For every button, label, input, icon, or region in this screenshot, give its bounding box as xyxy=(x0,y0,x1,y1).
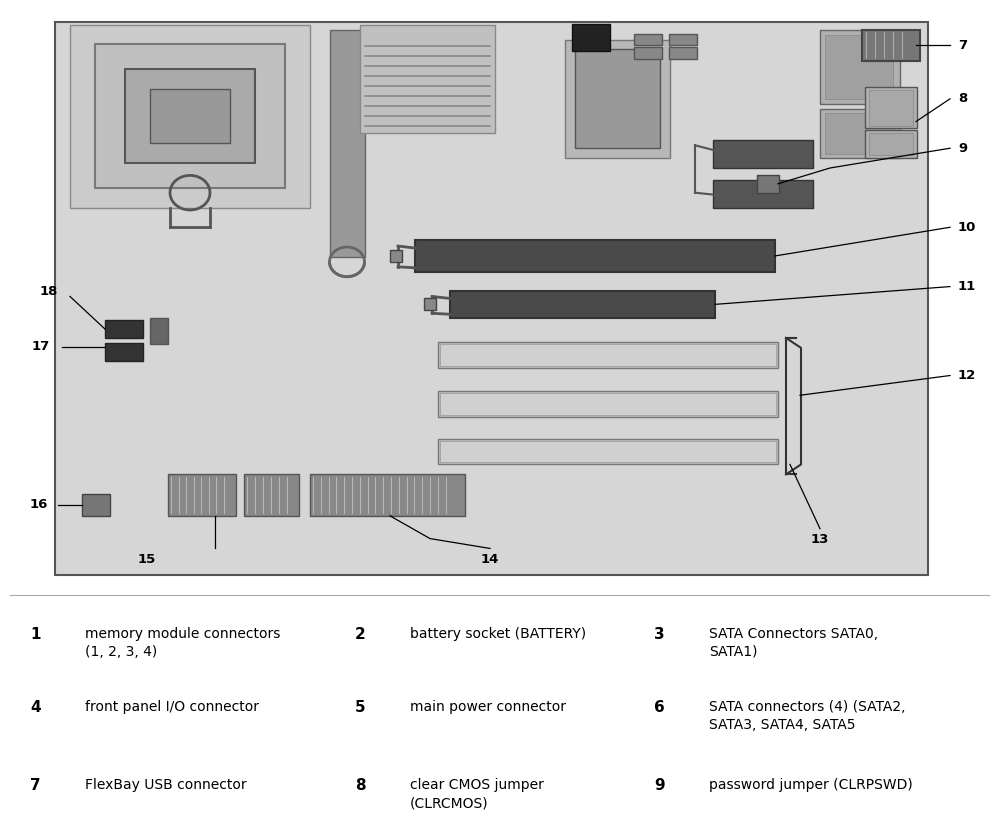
Bar xyxy=(713,179,813,208)
Text: 14: 14 xyxy=(481,552,500,566)
Bar xyxy=(310,475,465,516)
Text: password jumper (CLRPSWD): password jumper (CLRPSWD) xyxy=(709,778,913,792)
Text: 18: 18 xyxy=(40,285,58,298)
Bar xyxy=(95,45,285,188)
Text: 12: 12 xyxy=(958,369,976,382)
Bar xyxy=(634,47,662,60)
Bar xyxy=(244,475,299,516)
Bar xyxy=(450,290,715,318)
Bar xyxy=(565,40,670,158)
Bar xyxy=(415,240,775,272)
Text: SATA Connectors SATA0,
SATA1): SATA Connectors SATA0, SATA1) xyxy=(709,627,878,659)
Bar xyxy=(150,318,168,344)
Text: 10: 10 xyxy=(958,221,976,234)
Text: 7: 7 xyxy=(958,39,967,52)
Text: FlexBay USB connector: FlexBay USB connector xyxy=(85,778,247,792)
Bar xyxy=(757,175,779,193)
Bar xyxy=(105,320,143,338)
Bar xyxy=(865,87,917,128)
Text: 7: 7 xyxy=(30,778,41,793)
Bar xyxy=(438,391,778,417)
Bar xyxy=(82,494,110,516)
Bar xyxy=(440,344,776,366)
Bar xyxy=(869,133,913,155)
Text: 2: 2 xyxy=(355,627,366,642)
Text: 9: 9 xyxy=(654,778,665,793)
Bar xyxy=(125,69,255,163)
Text: 15: 15 xyxy=(138,552,156,566)
Bar xyxy=(865,131,917,158)
Bar xyxy=(572,24,610,51)
Bar xyxy=(70,25,310,208)
Bar xyxy=(820,30,900,103)
Bar xyxy=(438,342,778,368)
Bar xyxy=(360,25,495,133)
Bar xyxy=(669,34,697,45)
Bar xyxy=(575,50,660,148)
Text: memory module connectors
(1, 2, 3, 4): memory module connectors (1, 2, 3, 4) xyxy=(85,627,281,659)
Bar xyxy=(105,343,143,361)
Bar xyxy=(330,30,365,257)
Text: 17: 17 xyxy=(32,341,50,353)
Bar xyxy=(390,250,402,262)
Text: 3: 3 xyxy=(654,627,665,642)
Text: main power connector: main power connector xyxy=(410,700,565,715)
Text: 8: 8 xyxy=(958,93,967,105)
Bar xyxy=(168,475,236,516)
Bar xyxy=(825,112,893,154)
Text: SATA connectors (4) (SATA2,
SATA3, SATA4, SATA5: SATA connectors (4) (SATA2, SATA3, SATA4… xyxy=(709,700,906,732)
Text: 5: 5 xyxy=(355,700,366,715)
Text: 16: 16 xyxy=(30,499,48,511)
Bar xyxy=(424,299,436,310)
Bar xyxy=(150,89,230,143)
Text: 1: 1 xyxy=(30,627,41,642)
Text: 9: 9 xyxy=(958,141,967,155)
Bar xyxy=(440,394,776,415)
Text: 6: 6 xyxy=(654,700,665,715)
Bar xyxy=(634,34,662,45)
Bar xyxy=(440,441,776,462)
Text: 8: 8 xyxy=(355,778,366,793)
Text: battery socket (BATTERY): battery socket (BATTERY) xyxy=(410,627,585,641)
Text: 4: 4 xyxy=(30,700,41,715)
Text: 11: 11 xyxy=(958,280,976,293)
Bar xyxy=(820,108,900,158)
Bar xyxy=(438,439,778,465)
Bar xyxy=(669,47,697,60)
Bar xyxy=(713,141,813,168)
Text: front panel I/O connector: front panel I/O connector xyxy=(85,700,259,715)
Text: 13: 13 xyxy=(811,533,829,546)
Bar xyxy=(55,22,928,575)
Text: clear CMOS jumper
(CLRCMOS): clear CMOS jumper (CLRCMOS) xyxy=(410,778,543,810)
Bar xyxy=(869,90,913,126)
Bar xyxy=(862,30,920,61)
Bar xyxy=(825,35,893,98)
